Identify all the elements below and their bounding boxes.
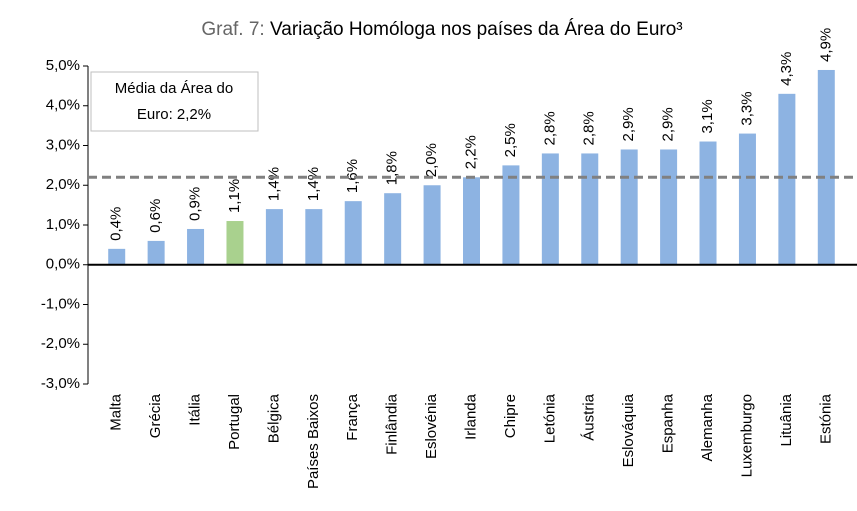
bar [344, 201, 362, 265]
bar [423, 185, 441, 265]
value-label: 2,5% [502, 123, 519, 157]
x-tick-label: Letónia [541, 393, 558, 443]
y-tick-label: -1,0% [41, 295, 80, 312]
bar [778, 93, 796, 265]
bar [660, 149, 678, 265]
bar [699, 141, 717, 265]
x-tick-label: Portugal [226, 394, 243, 450]
bar [226, 221, 244, 265]
y-tick-label: 5,0% [46, 57, 80, 74]
value-label: 1,4% [265, 167, 282, 201]
title-prefix: Graf. 7: [201, 19, 264, 40]
x-tick-label: Estónia [817, 393, 834, 444]
bar [463, 177, 480, 265]
y-tick-label: -3,0% [41, 375, 80, 392]
bar [581, 153, 599, 265]
y-tick-label: 4,0% [46, 97, 80, 114]
value-label: 4,9% [817, 28, 834, 62]
value-label: 3,1% [699, 99, 716, 133]
value-label: 2,9% [620, 107, 637, 141]
y-tick-label: 2,0% [46, 176, 80, 193]
x-tick-label: Finlândia [384, 393, 401, 455]
x-tick-label: Itália [187, 393, 204, 425]
value-label: 1,8% [384, 151, 401, 185]
bar [384, 193, 402, 265]
bar [502, 165, 520, 265]
x-tick-label: Alemanha [699, 393, 716, 461]
x-tick-label: Áustria [581, 393, 598, 440]
title-text: Variação Homóloga nos países da Área do … [270, 19, 683, 40]
annotation-text: Média da Área do [115, 80, 233, 97]
value-label: 2,9% [660, 107, 677, 141]
y-tick-label: -2,0% [41, 335, 80, 352]
annotation-box [90, 71, 259, 132]
value-label: 2,0% [423, 143, 440, 177]
value-label: 1,6% [344, 159, 361, 193]
bar [817, 69, 835, 265]
value-label: 1,4% [305, 167, 322, 201]
y-tick-label: 1,0% [46, 216, 80, 233]
x-tick-label: Eslovénia [423, 393, 440, 459]
x-tick-label: França [344, 393, 361, 440]
chart-title: Graf. 7: Variação Homóloga nos países da… [201, 19, 682, 40]
x-tick-label: Irlanda [462, 393, 479, 440]
y-tick-label: 0,0% [46, 256, 80, 273]
x-tick-label: Grécia [147, 393, 164, 438]
value-label: 0,4% [108, 207, 125, 241]
value-label: 1,1% [226, 179, 243, 213]
bar [108, 248, 126, 265]
value-label: 3,3% [738, 91, 755, 125]
annotation-text: Euro: 2,2% [137, 106, 211, 123]
value-label: 2,8% [581, 111, 598, 145]
bar [541, 153, 559, 265]
bar [147, 240, 165, 265]
value-label: 2,2% [462, 135, 479, 169]
bar [187, 228, 205, 265]
x-tick-label: Lituânia [778, 393, 795, 446]
x-tick-label: Bélgica [265, 393, 282, 443]
value-label: 4,3% [778, 52, 795, 86]
bar [738, 133, 756, 265]
x-tick-label: Luxemburgo [738, 394, 755, 477]
x-tick-label: Espanha [660, 393, 677, 453]
value-label: 0,6% [147, 199, 164, 233]
bar [265, 209, 283, 265]
x-tick-label: Países Baixos [305, 394, 322, 489]
y-tick-label: 3,0% [46, 136, 80, 153]
x-tick-label: Chipre [502, 394, 519, 438]
bar [305, 209, 323, 265]
value-label: 2,8% [541, 111, 558, 145]
x-tick-label: Malta [108, 393, 125, 430]
value-label: 0,9% [187, 187, 204, 221]
x-tick-label: Eslováquia [620, 393, 637, 467]
bar [620, 149, 638, 265]
